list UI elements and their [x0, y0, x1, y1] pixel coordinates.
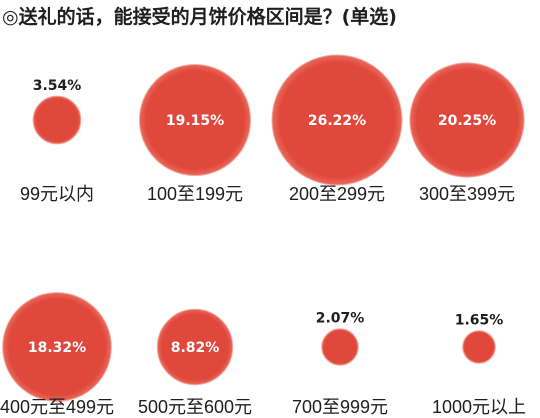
category-label-3: 200至299元	[289, 184, 385, 204]
value-label-2: 19.15%	[166, 113, 224, 129]
category-label-2: 100至199元	[147, 184, 243, 204]
category-label-8: 1000元以上	[432, 397, 526, 417]
chart-title: ◎送礼的话，能接受的月饼价格区间是？(单选)	[2, 6, 397, 28]
value-label-7: 2.07%	[316, 311, 365, 327]
category-label-4: 300至399元	[419, 184, 515, 204]
bubble-group-4: 20.25% 300至399元	[409, 62, 525, 204]
bubble-group-2: 19.15% 100至199元	[138, 63, 252, 204]
bubble-1	[32, 95, 82, 145]
bubble-group-7: 2.07% 700至999元	[292, 311, 388, 417]
bubble-3	[271, 54, 403, 186]
bubble-2	[138, 63, 252, 177]
bubble-group-1: 3.54% 99元以内	[20, 78, 94, 204]
value-label-4: 20.25%	[438, 113, 496, 129]
bubble-group-8: 1.65% 1000元以上	[432, 313, 526, 417]
bubble-7	[321, 328, 359, 366]
category-label-6: 500元至600元	[138, 397, 252, 417]
category-label-7: 700至999元	[292, 397, 388, 417]
bubble-6	[156, 308, 234, 386]
bubble-5	[2, 292, 112, 402]
value-label-3: 26.22%	[308, 113, 366, 129]
bubble-group-6: 8.82% 500元至600元	[138, 308, 252, 417]
value-label-5: 18.32%	[28, 340, 86, 356]
value-label-8: 1.65%	[455, 313, 504, 329]
bubble-4	[409, 62, 525, 178]
bubble-8	[462, 330, 496, 364]
category-label-5: 400元至499元	[0, 397, 114, 417]
value-label-6: 8.82%	[171, 340, 220, 356]
bubble-group-3: 26.22% 200至299元	[271, 54, 403, 204]
bubble-group-5: 18.32% 400元至499元	[0, 292, 114, 417]
value-label-1: 3.54%	[33, 78, 82, 94]
category-label-1: 99元以内	[20, 184, 94, 204]
